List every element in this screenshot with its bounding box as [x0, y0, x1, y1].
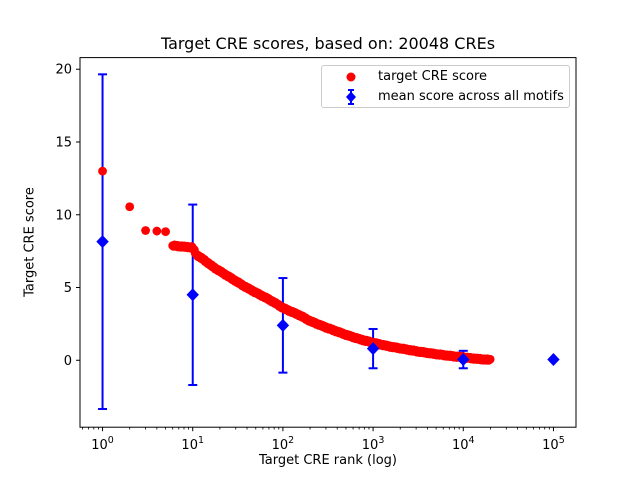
y-tick-label: 20: [55, 63, 72, 78]
data-point-mean-diamond: [457, 353, 470, 367]
axes-frame: [79, 57, 577, 428]
x-tick-label: 101: [181, 435, 204, 453]
data-point-red: [141, 226, 150, 235]
y-tick-label: 0: [64, 354, 72, 369]
y-axis-label: Target CRE score: [22, 187, 38, 297]
data-point-red: [125, 202, 135, 212]
data-point-red: [98, 166, 107, 176]
data-point-red: [152, 226, 162, 236]
legend-item-mean-score: mean score across all motifs: [336, 87, 569, 106]
legend-label-target-cre-score: target CRE score: [378, 69, 488, 84]
red-circle-marker-icon: [346, 72, 356, 81]
data-point-mean-diamond: [547, 353, 560, 367]
legend-item-target-cre-score: target CRE score: [336, 67, 569, 86]
data-point-mean-diamond: [366, 342, 380, 356]
x-tick-label: 105: [542, 435, 565, 453]
chart-title: Target CRE scores, based on: 20048 CREs: [160, 34, 496, 53]
data-point-mean-diamond: [186, 288, 199, 302]
y-tick-label: 5: [64, 281, 72, 296]
x-tick-label: 100: [91, 435, 114, 453]
x-tick-label: 104: [452, 435, 475, 453]
x-axis-label: Target CRE rank (log): [259, 453, 397, 468]
y-tick-label: 10: [55, 208, 72, 223]
x-tick-label: 102: [272, 435, 295, 453]
legend-label-mean-score: mean score across all motifs: [378, 89, 564, 104]
blue-diamond-errorbar-marker-icon: [346, 88, 356, 105]
legend: target CRE score mean score across all m…: [321, 65, 570, 108]
x-tick-label: 103: [362, 435, 385, 453]
data-point-red: [161, 227, 170, 237]
y-tick-label: 15: [55, 135, 72, 150]
data-point-red: [485, 354, 495, 364]
data-point-mean-diamond: [276, 318, 290, 332]
data-point-mean-diamond: [96, 235, 109, 249]
